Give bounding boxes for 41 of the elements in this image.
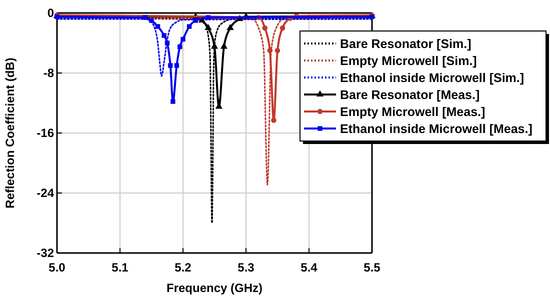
x-tick-label: 5.3 [238,260,255,275]
point [174,63,180,68]
y-tick-label: -16 [36,126,54,140]
point [162,33,166,38]
legend-label: Empty Microwell [Meas.] [340,105,486,119]
point [280,25,286,31]
point [267,48,273,54]
y-tick-label: -32 [36,246,54,260]
point [178,44,182,50]
point [226,24,234,30]
y-tick-label: -24 [36,186,54,200]
x-tick-label: 5.4 [300,260,318,275]
point [180,36,186,42]
x-axis-title: Frequency (GHz) [166,281,263,295]
legend-label: Bare Resonator [Meas.] [340,88,480,102]
point [186,24,192,29]
point [262,25,268,31]
point [142,15,148,20]
legend-label: Ethanol inside Microwell [Sim.] [340,71,524,85]
legend-label: Empty Microwell [Sim.] [340,54,477,68]
point [204,24,212,30]
y-tick-label: -8 [43,66,54,80]
point [170,99,176,104]
x-tick-label: 5.0 [48,260,66,275]
legend-label: Ethanol inside Microwell [Meas.] [340,122,532,136]
x-tick-label: 5.2 [174,260,192,275]
point [155,24,160,29]
x-tick-label: 5.1 [112,260,129,275]
point [164,40,170,46]
point [168,63,173,68]
x-tick-label: 5.5 [364,260,381,275]
point [206,15,211,20]
y-axis-title: Reflection Coefficient (dB) [3,58,17,208]
legend-label: Bare Resonator [Sim.] [340,37,472,51]
y-tick-label: 0 [47,6,54,20]
point [193,18,198,23]
point [274,48,280,54]
point [271,118,276,123]
point [210,42,218,49]
point [220,42,228,49]
point [149,18,154,23]
